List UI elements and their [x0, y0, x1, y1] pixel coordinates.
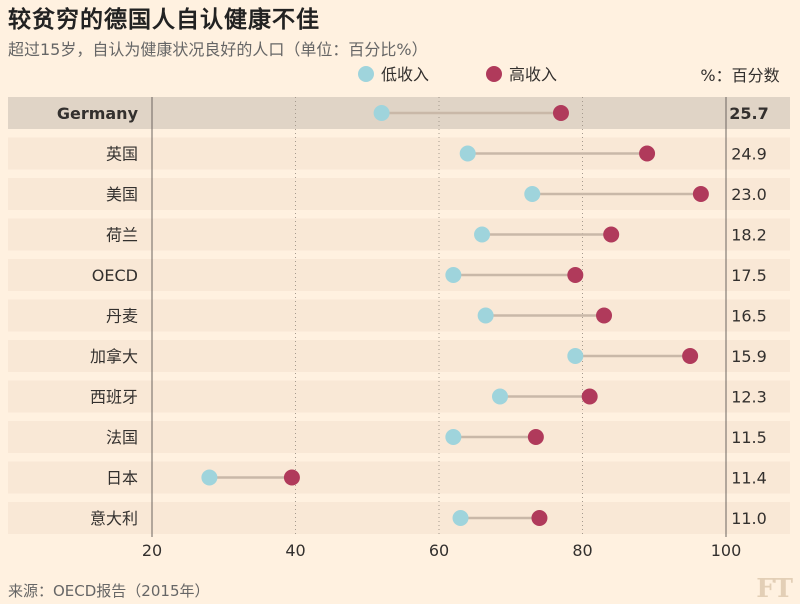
gap-value-label: 16.5 — [731, 307, 767, 326]
gap-value-label: 17.5 — [731, 266, 767, 285]
row-band — [8, 461, 790, 494]
source-note: 来源：OECD报告（2015年） — [8, 582, 210, 600]
high-income-dot — [603, 226, 620, 243]
row-band — [8, 421, 790, 453]
x-tick-label: 20 — [142, 541, 162, 560]
category-label: 美国 — [106, 185, 138, 204]
low-income-dot — [201, 469, 218, 486]
low-income-dot — [459, 145, 476, 162]
low-income-dot — [452, 510, 469, 526]
high-income-dot — [639, 145, 656, 162]
legend-low-income-label: 低收入 — [381, 65, 429, 84]
gap-value-label: 24.9 — [731, 145, 767, 164]
category-label: Germany — [57, 104, 139, 123]
low-income-dot — [474, 226, 491, 243]
gap-value-label: 25.7 — [729, 104, 768, 123]
high-income-dot — [531, 510, 548, 526]
value-column-header: %：百分数 — [700, 66, 779, 85]
ft-logo: FT — [756, 574, 793, 604]
category-label: 日本 — [106, 469, 138, 488]
row-band — [8, 380, 790, 413]
low-income-dot — [524, 186, 541, 202]
x-tick-label: 80 — [572, 541, 592, 560]
x-tick-label: 100 — [711, 541, 742, 560]
low-income-dot — [477, 307, 494, 324]
legend-high-income-label: 高收入 — [509, 65, 557, 84]
high-income-dot — [581, 388, 598, 405]
high-income-dot — [552, 105, 569, 121]
row-band — [8, 137, 790, 170]
low-income-dot — [445, 429, 462, 445]
chart-subtitle: 超过15岁，自认为健康状况良好的人口（单位：百分比%） — [8, 40, 428, 59]
gap-value-label: 11.0 — [731, 509, 767, 528]
gap-value-label: 11.4 — [731, 469, 767, 488]
category-label: OECD — [92, 266, 138, 285]
high-income-dot — [567, 267, 584, 283]
row-band — [8, 502, 790, 534]
gap-value-label: 12.3 — [731, 388, 767, 407]
gap-value-label: 11.5 — [731, 428, 767, 447]
low-income-dot — [373, 105, 390, 121]
row-band — [8, 299, 790, 332]
category-label: 意大利 — [90, 509, 138, 528]
x-tick-label: 60 — [429, 541, 449, 560]
high-income-dot — [596, 307, 613, 324]
category-label: 英国 — [106, 145, 138, 164]
legend-high-income-marker — [486, 66, 502, 82]
category-label: 荷兰 — [106, 226, 138, 245]
gap-value-label: 15.9 — [731, 347, 767, 366]
low-income-dot — [491, 388, 508, 405]
high-income-dot — [682, 348, 699, 364]
high-income-dot — [692, 186, 709, 202]
category-label: 加拿大 — [90, 347, 138, 366]
x-tick-label: 40 — [285, 541, 305, 560]
category-label: 法国 — [106, 428, 138, 447]
row-band — [8, 218, 790, 251]
high-income-dot — [527, 429, 544, 445]
category-label: 西班牙 — [90, 388, 138, 407]
low-income-dot — [445, 267, 462, 283]
gap-value-label: 23.0 — [731, 185, 767, 204]
category-label: 丹麦 — [106, 307, 138, 326]
low-income-dot — [567, 348, 584, 364]
gap-value-label: 18.2 — [731, 226, 767, 245]
chart-title: 较贫穷的德国人自认健康不佳 — [8, 7, 320, 33]
legend-low-income-marker — [358, 66, 374, 82]
high-income-dot — [283, 469, 300, 486]
row-band — [8, 259, 790, 291]
